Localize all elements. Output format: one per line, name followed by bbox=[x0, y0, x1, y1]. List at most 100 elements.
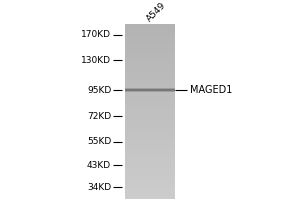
Bar bbox=[124, 119, 176, 120]
Bar bbox=[124, 128, 176, 129]
Bar bbox=[124, 111, 176, 112]
Bar bbox=[124, 126, 176, 127]
Bar bbox=[124, 27, 176, 28]
Bar bbox=[124, 30, 176, 31]
Bar bbox=[124, 69, 176, 70]
Bar bbox=[124, 129, 176, 130]
Bar bbox=[124, 103, 176, 104]
Bar bbox=[124, 172, 176, 173]
Bar bbox=[124, 35, 176, 36]
Bar bbox=[124, 177, 176, 178]
Bar bbox=[124, 174, 176, 175]
Bar bbox=[124, 190, 176, 191]
Bar bbox=[124, 36, 176, 37]
Bar bbox=[124, 158, 176, 159]
Bar bbox=[124, 140, 176, 141]
Bar bbox=[124, 120, 176, 121]
Bar bbox=[124, 131, 176, 132]
Bar bbox=[124, 85, 176, 86]
Bar bbox=[124, 38, 176, 39]
Bar bbox=[124, 181, 176, 182]
Bar bbox=[124, 115, 176, 116]
Bar bbox=[124, 82, 176, 83]
Bar bbox=[124, 31, 176, 32]
Bar bbox=[124, 93, 176, 94]
Bar bbox=[124, 148, 176, 149]
Bar bbox=[124, 143, 176, 144]
Bar bbox=[124, 70, 176, 71]
Bar bbox=[124, 196, 176, 197]
Bar bbox=[124, 114, 176, 115]
Text: 72KD: 72KD bbox=[87, 112, 111, 121]
Bar bbox=[124, 61, 176, 62]
Bar bbox=[124, 147, 176, 148]
Bar bbox=[124, 155, 176, 156]
Bar bbox=[124, 79, 176, 80]
Bar bbox=[124, 175, 176, 176]
Bar bbox=[124, 135, 176, 136]
Bar bbox=[124, 132, 176, 133]
Bar bbox=[124, 57, 176, 58]
Bar bbox=[124, 133, 176, 134]
Bar bbox=[124, 187, 176, 188]
Bar bbox=[124, 48, 176, 49]
Bar bbox=[124, 162, 176, 163]
Bar bbox=[124, 47, 176, 48]
Bar bbox=[124, 49, 176, 50]
Bar bbox=[124, 34, 176, 35]
Bar bbox=[124, 73, 176, 74]
Bar bbox=[124, 52, 176, 53]
Bar bbox=[124, 153, 176, 154]
Bar bbox=[124, 62, 176, 63]
Bar bbox=[124, 179, 176, 180]
Bar bbox=[124, 76, 176, 77]
Bar bbox=[124, 171, 176, 172]
Bar bbox=[124, 58, 176, 59]
Text: A549: A549 bbox=[145, 1, 168, 23]
Bar bbox=[124, 110, 176, 111]
Bar bbox=[124, 78, 176, 79]
Bar bbox=[124, 168, 176, 169]
Bar bbox=[124, 161, 176, 162]
Bar bbox=[124, 166, 176, 167]
Bar bbox=[124, 42, 176, 43]
Bar bbox=[124, 194, 176, 195]
Bar bbox=[124, 37, 176, 38]
Bar bbox=[124, 98, 176, 99]
Bar bbox=[124, 105, 176, 106]
Bar bbox=[124, 26, 176, 27]
Bar bbox=[124, 118, 176, 119]
Bar bbox=[124, 32, 176, 33]
Bar bbox=[124, 102, 176, 103]
Bar bbox=[124, 24, 176, 25]
Bar bbox=[124, 173, 176, 174]
Bar bbox=[124, 56, 176, 57]
Bar bbox=[124, 185, 176, 186]
Bar bbox=[124, 99, 176, 100]
Bar bbox=[124, 109, 176, 110]
Bar bbox=[124, 25, 176, 26]
Bar bbox=[124, 188, 176, 189]
Bar bbox=[124, 139, 176, 140]
Bar bbox=[124, 101, 176, 102]
Bar bbox=[124, 160, 176, 161]
Bar bbox=[124, 29, 176, 30]
Bar bbox=[124, 145, 176, 146]
Bar bbox=[124, 122, 176, 123]
Bar bbox=[124, 104, 176, 105]
Text: MAGED1: MAGED1 bbox=[190, 85, 233, 95]
Bar bbox=[124, 88, 176, 89]
Bar bbox=[124, 178, 176, 179]
Bar bbox=[124, 43, 176, 44]
Bar bbox=[124, 191, 176, 192]
Bar bbox=[124, 44, 176, 45]
Bar bbox=[124, 170, 176, 171]
Bar bbox=[124, 149, 176, 150]
Text: 43KD: 43KD bbox=[87, 161, 111, 170]
Bar bbox=[124, 164, 176, 165]
Bar bbox=[124, 50, 176, 51]
Bar bbox=[124, 180, 176, 181]
Bar bbox=[124, 152, 176, 153]
Bar bbox=[124, 59, 176, 60]
Bar bbox=[124, 107, 176, 108]
